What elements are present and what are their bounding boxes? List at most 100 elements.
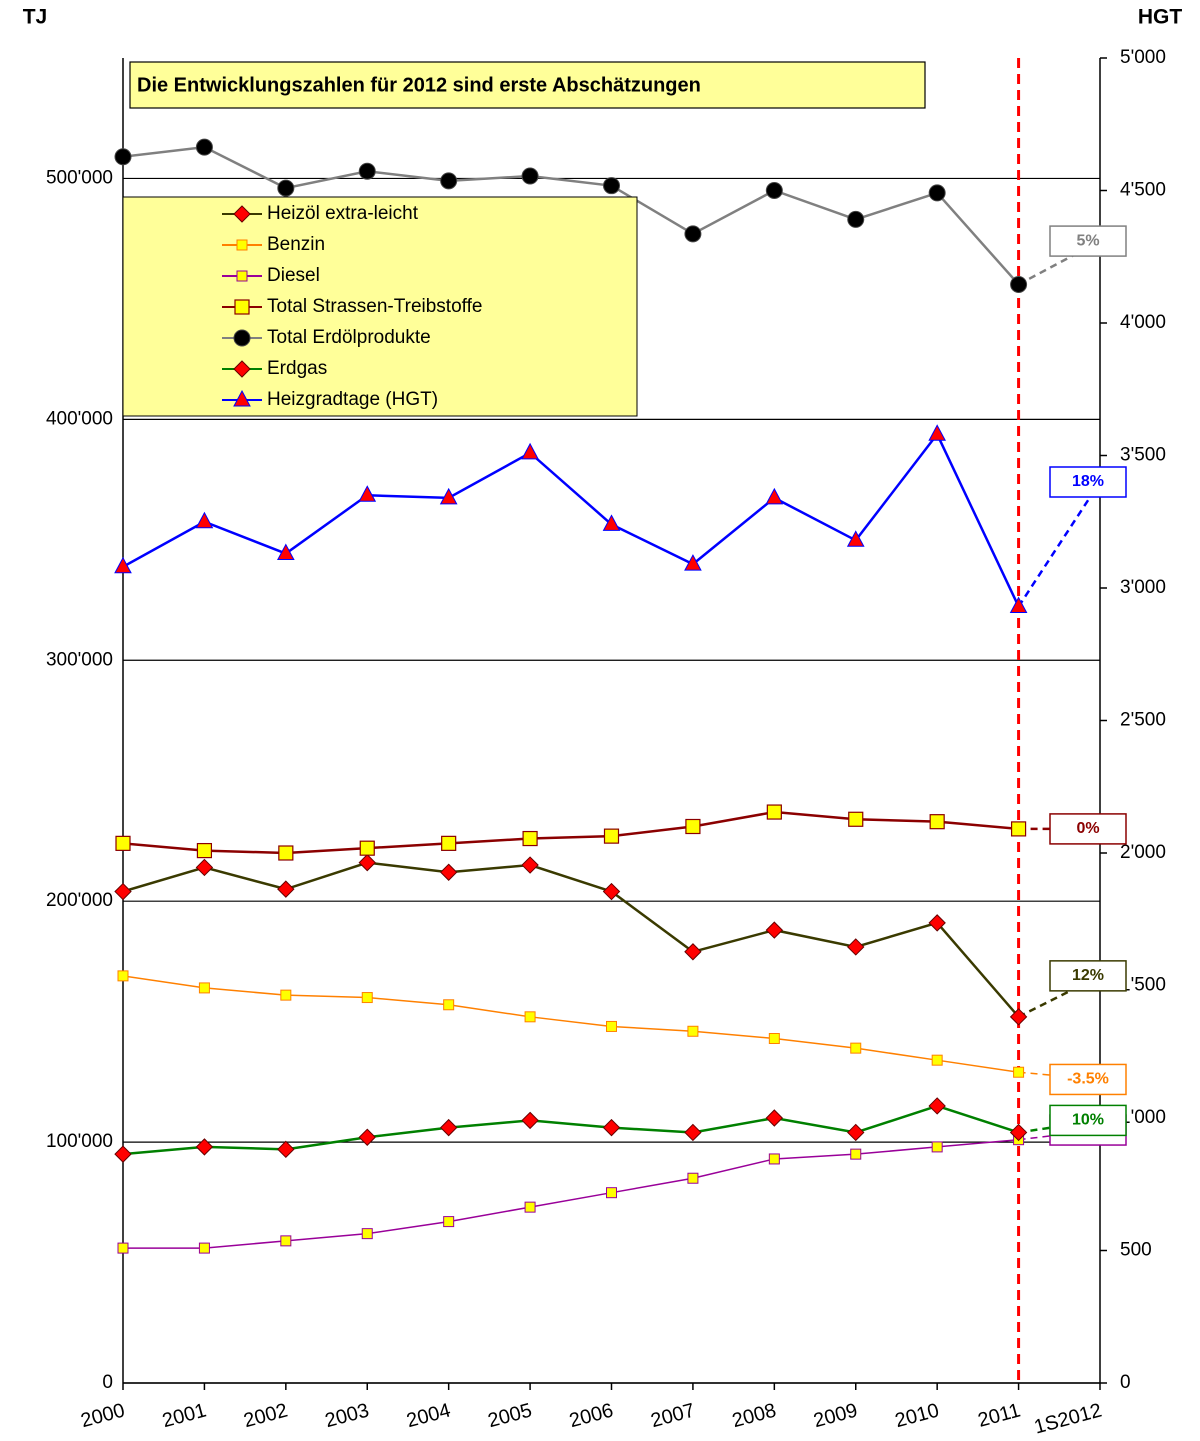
marker bbox=[684, 1123, 702, 1142]
marker bbox=[766, 804, 782, 820]
marker bbox=[684, 554, 702, 571]
legend-label: Diesel bbox=[267, 265, 320, 286]
annotation: 5% bbox=[1076, 232, 1099, 249]
legend-label: Benzin bbox=[267, 234, 325, 255]
marker bbox=[117, 1242, 129, 1254]
marker bbox=[848, 811, 864, 827]
x-tick-label: 2011 bbox=[976, 1399, 1023, 1431]
y2-axis-title: HGT bbox=[1138, 6, 1183, 29]
line bbox=[122, 1104, 1019, 1156]
marker bbox=[606, 1020, 617, 1032]
x-tick-label: 2001 bbox=[160, 1399, 209, 1432]
marker bbox=[439, 487, 458, 505]
marker bbox=[280, 1235, 292, 1247]
marker bbox=[114, 556, 132, 574]
annotation-box bbox=[1049, 813, 1127, 845]
marker bbox=[847, 1123, 865, 1142]
series: 18% bbox=[114, 424, 1127, 614]
x-tick-label: 2005 bbox=[486, 1399, 535, 1432]
marker bbox=[765, 487, 784, 505]
marker bbox=[931, 1054, 943, 1066]
x-tick-label: 2006 bbox=[567, 1399, 616, 1432]
marker bbox=[684, 225, 702, 243]
marker bbox=[361, 992, 373, 1004]
legend-marker bbox=[236, 239, 248, 251]
marker bbox=[359, 840, 375, 856]
y2-tick-label: 2'500 bbox=[1120, 710, 1166, 731]
y2-tick-label: 1'000 bbox=[1120, 1107, 1166, 1128]
marker bbox=[524, 1011, 536, 1023]
x-tick-label: 2002 bbox=[241, 1399, 290, 1432]
marker bbox=[931, 1141, 943, 1153]
marker bbox=[768, 1033, 780, 1044]
marker bbox=[928, 184, 946, 202]
marker bbox=[603, 828, 620, 844]
y-tick-label: 300'000 bbox=[46, 649, 113, 670]
legend-label: Total Strassen-Treibstoffe bbox=[267, 296, 482, 317]
marker bbox=[443, 1216, 455, 1228]
line bbox=[122, 975, 1019, 1073]
marker bbox=[685, 818, 701, 835]
marker bbox=[358, 853, 376, 872]
marker bbox=[358, 162, 376, 180]
legend-marker bbox=[233, 205, 251, 223]
line bbox=[122, 861, 1020, 1018]
legend-label: Heizgradtage (HGT) bbox=[267, 389, 438, 410]
legend-label: Erdgas bbox=[267, 358, 327, 379]
annotation: 0% bbox=[1076, 820, 1099, 837]
line bbox=[122, 810, 1019, 855]
title-box bbox=[129, 61, 926, 109]
marker bbox=[115, 835, 131, 851]
marker bbox=[358, 485, 377, 502]
x-tick-label: 2000 bbox=[79, 1399, 128, 1432]
marker bbox=[602, 514, 621, 531]
annotation: -3.5% bbox=[1067, 1071, 1109, 1088]
marker bbox=[277, 880, 295, 898]
annotation-box bbox=[1049, 225, 1127, 257]
marker bbox=[440, 172, 458, 190]
marker bbox=[361, 1228, 373, 1240]
marker bbox=[195, 511, 214, 529]
marker bbox=[768, 1153, 780, 1165]
series: 12% bbox=[114, 853, 1127, 1026]
line bbox=[123, 1138, 1019, 1249]
marker bbox=[114, 148, 132, 166]
annotation-box bbox=[1049, 1063, 1127, 1096]
marker bbox=[441, 835, 457, 851]
marker bbox=[521, 167, 539, 185]
marker bbox=[277, 543, 295, 561]
annotation-box bbox=[1049, 466, 1127, 498]
y2-tick-label: 0 bbox=[1120, 1372, 1131, 1393]
marker bbox=[850, 1042, 862, 1054]
series: 5% bbox=[117, 1114, 1127, 1254]
x-tick-label: 2008 bbox=[730, 1399, 779, 1432]
marker bbox=[846, 530, 865, 547]
marker bbox=[1009, 1008, 1028, 1026]
y2-tick-label: 4'000 bbox=[1120, 312, 1166, 333]
marker bbox=[280, 989, 292, 1001]
marker bbox=[928, 424, 947, 441]
legend-marker bbox=[234, 299, 250, 315]
y2-tick-label: 4'500 bbox=[1120, 180, 1166, 201]
y-tick-label: 500'000 bbox=[46, 167, 113, 188]
legend: Heizöl extra-leicht Benzin Diesel Total Str… bbox=[122, 196, 638, 417]
marker bbox=[521, 1111, 539, 1130]
marker bbox=[198, 1242, 210, 1254]
marker bbox=[278, 845, 294, 861]
marker bbox=[603, 177, 620, 195]
y-tick-label: 200'000 bbox=[46, 890, 113, 911]
legend-label: Total Erdölprodukte bbox=[267, 327, 431, 348]
annotation-box bbox=[1049, 960, 1127, 992]
marker bbox=[277, 179, 295, 197]
marker bbox=[443, 999, 455, 1011]
annotation-box bbox=[1049, 1104, 1127, 1137]
marker bbox=[850, 1148, 862, 1160]
marker bbox=[522, 830, 538, 847]
y2-tick-label: 1'500 bbox=[1120, 975, 1166, 996]
x-tick-label: 2004 bbox=[404, 1399, 453, 1432]
marker bbox=[928, 1097, 946, 1115]
marker bbox=[687, 1025, 699, 1037]
series: 5% bbox=[114, 138, 1127, 293]
marker bbox=[928, 914, 946, 932]
marker bbox=[439, 1118, 458, 1137]
